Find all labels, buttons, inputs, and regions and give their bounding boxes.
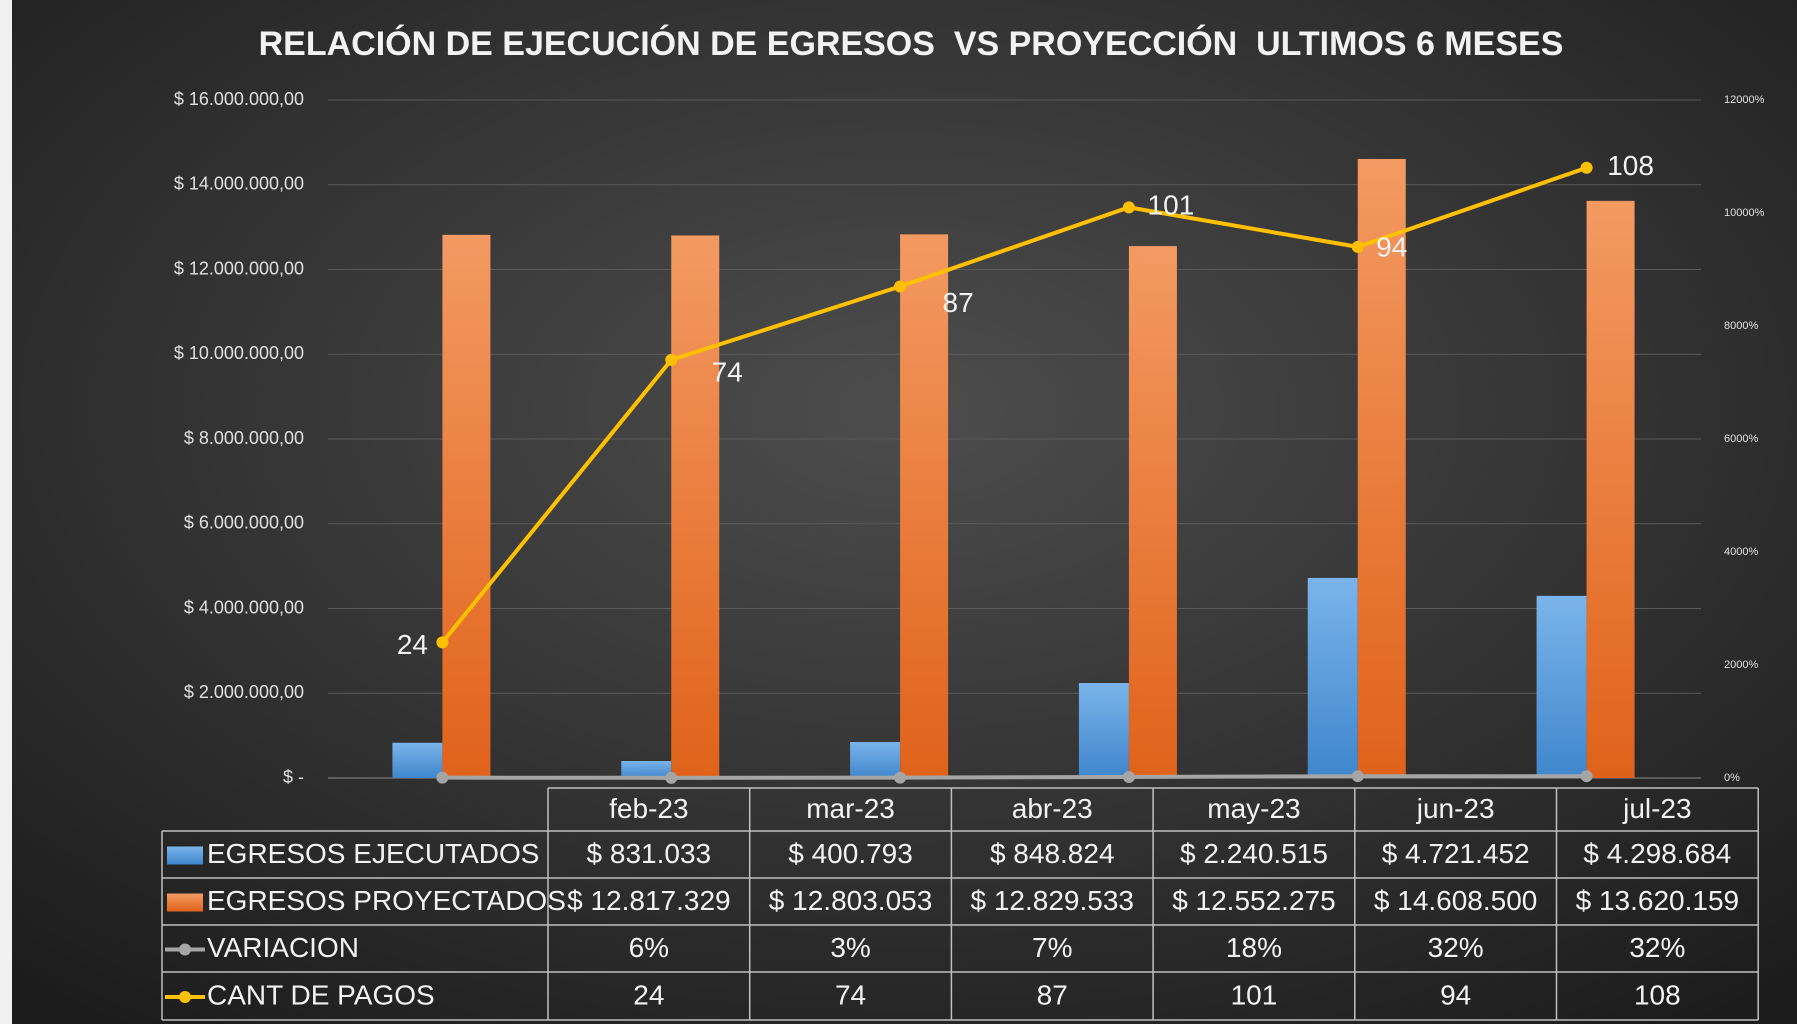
table-cell: $ 12.817.329	[567, 885, 731, 916]
x-tick-label: abr-23	[1012, 793, 1093, 824]
legend-label: VARIACION	[207, 932, 359, 963]
legend-key	[167, 846, 203, 865]
line	[442, 774, 1587, 780]
x-tick-label: may-23	[1207, 793, 1300, 824]
table-cell: $ 12.552.275	[1172, 885, 1336, 916]
x-tick-label: jul-23	[1622, 793, 1691, 824]
table-cell: 6%	[629, 932, 669, 963]
table-cell: $ 400.793	[788, 838, 913, 869]
line-marker	[1122, 770, 1135, 783]
bar	[621, 761, 672, 778]
bar	[1307, 577, 1358, 778]
y2-tick-label: 4000%	[1724, 546, 1758, 558]
x-tick-label: jun-23	[1416, 793, 1495, 824]
table-cell: 7%	[1032, 932, 1072, 963]
line-marker	[1351, 770, 1364, 783]
line-marker	[665, 771, 678, 784]
y-tick-label: $ 8.000.000,00	[184, 428, 304, 448]
bar	[1586, 200, 1635, 778]
y-tick-label: $ 10.000.000,00	[174, 343, 304, 363]
y-tick-label: $ 16.000.000,00	[174, 89, 304, 109]
line-marker	[665, 353, 678, 366]
bar	[671, 235, 720, 778]
bar	[1078, 683, 1129, 778]
table-cell: $ 4.298.684	[1583, 838, 1731, 869]
data-label: 94	[1376, 231, 1407, 262]
legend-key-marker	[179, 943, 191, 956]
y2-tick-label: 6000%	[1724, 433, 1758, 445]
y-tick-label: $ 2.000.000,00	[184, 682, 304, 702]
data-label: 24	[397, 629, 428, 660]
y-tick-label: $ 6.000.000,00	[184, 513, 304, 533]
table-cell: 3%	[830, 932, 870, 963]
data-label: 74	[712, 356, 743, 387]
line-marker	[1351, 240, 1364, 253]
y-tick-label: $ 4.000.000,00	[184, 597, 304, 617]
table-cell: 32%	[1629, 932, 1685, 963]
table-cell: 18%	[1226, 932, 1282, 963]
chart-title: RELACIÓN DE EJECUCIÓN DE EGRESOS VS PROY…	[259, 25, 1564, 63]
legend-label: EGRESOS PROYECTADOS	[207, 885, 566, 916]
table-cell: 108	[1634, 979, 1681, 1010]
x-tick-label: mar-23	[806, 793, 895, 824]
line-marker	[436, 771, 449, 784]
x-tick-label: feb-23	[609, 793, 688, 824]
table-cell: 101	[1231, 979, 1278, 1010]
table-cell: 87	[1037, 979, 1068, 1010]
line-marker	[894, 771, 907, 784]
line	[440, 165, 1588, 644]
bar	[900, 234, 949, 779]
bar	[392, 742, 443, 778]
table-cell: $ 831.033	[587, 838, 712, 869]
table-cell: 24	[633, 979, 664, 1010]
bar	[1536, 595, 1587, 778]
bar	[442, 234, 491, 779]
line-marker	[894, 280, 907, 293]
legend-key	[167, 893, 203, 912]
legend-label: CANT DE PAGOS	[207, 979, 435, 1010]
table-cell: $ 4.721.452	[1382, 838, 1530, 869]
line-marker	[436, 636, 449, 649]
data-label: 87	[943, 287, 974, 318]
line-marker	[1580, 770, 1593, 783]
y-tick-label: $ 12.000.000,00	[174, 258, 304, 278]
y-tick-label: $ -	[283, 767, 304, 787]
y-tick-label: $ 14.000.000,00	[174, 174, 304, 194]
table-cell: $ 848.824	[990, 838, 1115, 869]
line-marker	[1122, 201, 1135, 214]
bar	[850, 742, 901, 778]
y2-tick-label: 8000%	[1724, 320, 1758, 332]
table-cell: $ 12.829.533	[971, 885, 1135, 916]
bar	[1357, 158, 1406, 778]
y2-tick-label: 10000%	[1724, 207, 1765, 219]
table-cell: $ 12.803.053	[769, 885, 933, 916]
table-cell: 74	[835, 979, 866, 1010]
line-marker	[1580, 161, 1593, 174]
bar	[1128, 246, 1177, 778]
data-label: 101	[1148, 190, 1195, 221]
table-cell: $ 13.620.159	[1576, 885, 1740, 916]
y2-tick-label: 12000%	[1724, 94, 1765, 106]
y2-tick-label: 2000%	[1724, 659, 1758, 671]
legend-label: EGRESOS EJECUTADOS	[207, 838, 539, 869]
table-cell: 32%	[1428, 932, 1484, 963]
y2-tick-label: 0%	[1724, 772, 1740, 784]
table-cell: $ 2.240.515	[1180, 838, 1328, 869]
data-label: 108	[1607, 150, 1654, 181]
table-cell: $ 14.608.500	[1374, 885, 1538, 916]
legend-key-marker	[179, 991, 191, 1003]
table-cell: 94	[1440, 979, 1471, 1010]
